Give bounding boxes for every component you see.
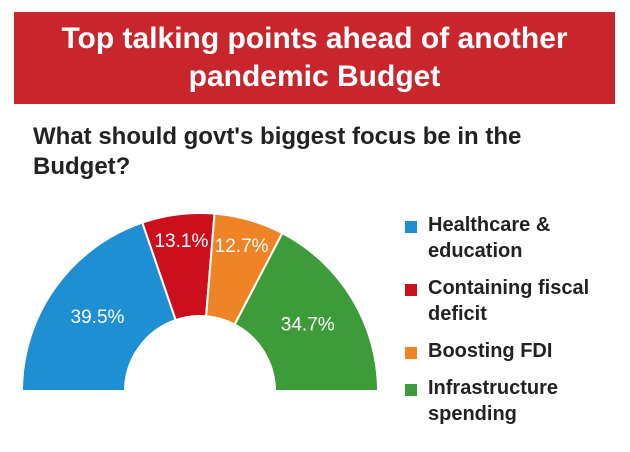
legend-item: Infrastructure spending [405,375,593,427]
legend-label: Infrastructure spending [428,377,559,425]
slice [20,221,177,392]
legend-swatch [405,384,417,396]
legend-swatch [405,347,417,359]
data-label: 12.7% [215,236,269,257]
legend-label: Boosting FDI [428,340,553,362]
data-label: 34.7% [281,315,335,336]
legend: Healthcare & education Containing fiscal … [405,212,605,438]
legend-item: Containing fiscal deficit [405,275,593,327]
legend-swatch [405,221,417,233]
data-label: 39.5% [71,307,125,328]
legend-label: Healthcare & education [428,214,551,262]
data-label: 13.1% [154,231,208,252]
slice [233,231,380,392]
legend-label: Containing fiscal deficit [428,277,590,325]
legend-item: Boosting FDI [405,338,593,364]
legend-item: Healthcare & education [405,212,593,264]
legend-swatch [405,284,417,296]
chart-title: Top talking points ahead of another pand… [61,22,568,93]
subtitle: What should govt's biggest focus be in t… [33,123,522,180]
title-banner: Top talking points ahead of another pand… [14,12,615,104]
